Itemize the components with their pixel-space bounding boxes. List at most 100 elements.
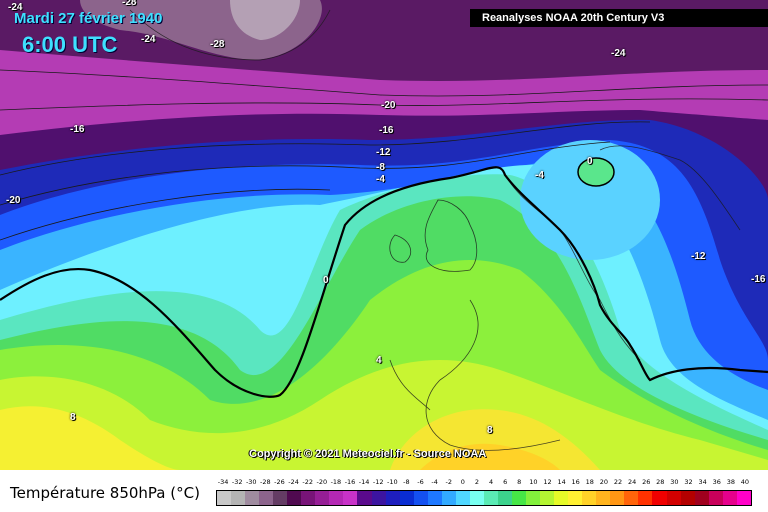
legend-title: Température 850hPa (°C): [10, 484, 200, 502]
legend-swatch: [722, 491, 737, 505]
legend-swatch: [343, 491, 358, 505]
legend-swatch: [259, 491, 274, 505]
legend-tick: 36: [712, 478, 721, 486]
legend-tick: 34: [698, 478, 707, 486]
contour-label: -20: [6, 195, 21, 206]
legend-swatch: [441, 491, 456, 505]
legend-tick: 6: [503, 478, 508, 486]
temperature-map[interactable]: -24 -28 -24 -28 -24 -20 -16 -16 -12 -8 -…: [0, 0, 768, 470]
legend-tick: 0: [460, 478, 465, 486]
contour-label: -4: [376, 174, 385, 185]
band-baltic-green: [577, 157, 615, 187]
scale-ticks: -34 -32 -30 -28 -26 -24 -22 -20 -18 -16 -14 -12 -10-…: [216, 478, 752, 490]
legend-tick: -24: [288, 478, 299, 486]
legend-swatch: [596, 491, 611, 505]
legend-tick: -10: [387, 478, 398, 486]
contour-label: 0: [323, 275, 329, 286]
contour-label: -24: [8, 2, 23, 13]
legend-tick: -16: [344, 478, 356, 486]
contour-label: -24: [611, 48, 626, 59]
color-scale: -34 -32 -30 -28 -26 -24 -22 -20 -18 -16 -14 -12 -10-…: [216, 478, 752, 506]
legend-tick: 16: [571, 478, 580, 486]
legend-tick: -4: [431, 478, 438, 486]
legend-swatch: [624, 491, 639, 505]
contour-label: -24: [141, 34, 156, 45]
legend-swatch: [399, 491, 414, 505]
scale-swatches: [216, 490, 752, 506]
legend-swatch: [610, 491, 625, 505]
legend-tick: -14: [358, 478, 370, 486]
legend-swatch: [287, 491, 302, 505]
contour-label: -16: [379, 125, 394, 136]
legend-swatch: [680, 491, 695, 505]
contour-label: 8: [70, 412, 76, 423]
legend-tick: 20: [599, 478, 609, 486]
legend-swatch: [371, 491, 386, 505]
contour-label: -16: [751, 274, 766, 285]
legend-tick: -2: [445, 478, 452, 486]
contour-label: -12: [376, 147, 391, 158]
legend-swatch: [652, 491, 667, 505]
legend-swatch: [329, 491, 344, 505]
legend-tick: -30: [245, 478, 257, 486]
legend-swatch: [554, 491, 569, 505]
legend-tick: 40: [740, 478, 750, 486]
legend-swatch: [511, 491, 527, 505]
legend-tick: 26: [642, 478, 651, 486]
band-orange-south: [420, 443, 560, 470]
contour-label: 4: [376, 355, 382, 366]
contour-label: 0: [587, 156, 593, 167]
legend-tick: -22: [302, 478, 313, 486]
legend-swatch: [568, 491, 583, 505]
band-yellow-green: [0, 360, 768, 470]
band-greenland-coldest: [230, 0, 300, 40]
legend-tick: 22: [613, 478, 623, 486]
legend-tick: 14: [557, 478, 566, 486]
legend-tick: 28: [656, 478, 665, 486]
legend-tick: 18: [585, 478, 594, 486]
contour-label: -20: [381, 100, 396, 111]
contour-label: -12: [691, 251, 706, 262]
legend-tick: 32: [684, 478, 693, 486]
legend-tick: -28: [260, 478, 271, 486]
legend-swatch: [708, 491, 723, 505]
legend-tick: 38: [726, 478, 735, 486]
legend-tick: 2: [474, 478, 479, 486]
legend-swatch: [231, 491, 246, 505]
legend-swatch: [427, 491, 442, 505]
contour-label: -16: [70, 124, 85, 135]
legend-tick: 10: [529, 478, 538, 486]
band-baltic-pocket: [520, 140, 660, 260]
legend-swatch: [385, 491, 400, 505]
legend-swatch: [483, 491, 498, 505]
legend-swatch: [357, 491, 372, 505]
legend-tick: 24: [627, 478, 637, 486]
legend-tick: -18: [330, 478, 342, 486]
legend-tick: 8: [517, 478, 522, 486]
legend-swatch: [315, 491, 330, 505]
contour-label: -4: [535, 170, 544, 181]
time-label: 6:00 UTC: [22, 32, 118, 57]
contour-label: -28: [210, 39, 225, 50]
legend-tick: -34: [217, 478, 229, 486]
legend-swatch: [638, 491, 653, 505]
legend-tick: -6: [417, 478, 424, 486]
legend-swatch: [245, 491, 260, 505]
legend-tick: -32: [231, 478, 243, 486]
contour-label: -8: [376, 162, 385, 173]
legend-swatch: [582, 491, 597, 505]
legend-swatch: [301, 491, 316, 505]
legend-swatch: [736, 491, 751, 505]
legend-tick: -12: [372, 478, 384, 486]
zero-isotherm: [0, 166, 768, 398]
legend-swatch: [455, 491, 470, 505]
legend-swatch: [469, 491, 484, 505]
copyright-label: Copyright © 2021 Meteociel.fr - Source N…: [249, 448, 487, 460]
map-canvas: [0, 0, 768, 470]
legend-swatch: [413, 491, 428, 505]
legend-tick: 4: [488, 478, 494, 486]
contour-label: -28: [122, 0, 137, 8]
band-yellow: [0, 406, 180, 470]
legend-swatch: [273, 491, 288, 505]
legend-swatch: [526, 491, 541, 505]
